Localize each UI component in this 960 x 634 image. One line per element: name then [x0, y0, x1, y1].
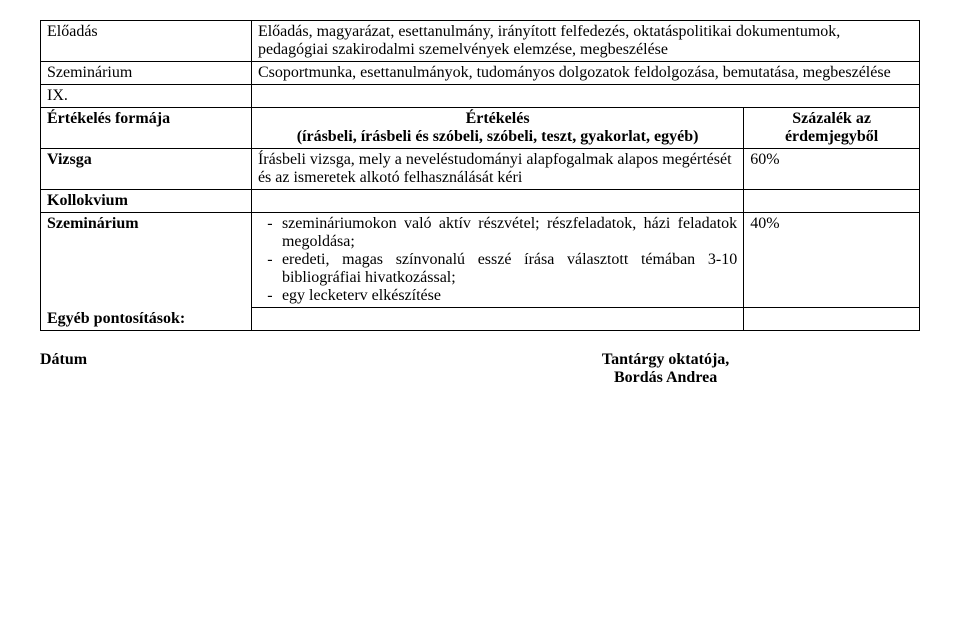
list-text: eredeti, magas színvonalú esszé írása vá…: [282, 251, 737, 287]
dash-icon: -: [258, 251, 282, 269]
szeminarium-list: - szemináriumokon való aktív részvétel; …: [258, 215, 737, 305]
row-label-ertekeles-formaja: Értékelés formája: [41, 108, 252, 149]
row-desc-ix: [251, 85, 919, 108]
row-label-eloadas: Előadás: [41, 21, 252, 62]
table-row: Szeminárium Csoportmunka, esettanulmányo…: [41, 62, 920, 85]
footer-instructor: Tantárgy oktatója, Bordás Andrea: [251, 351, 920, 387]
table-row: Vizsga Írásbeli vizsga, mely a neveléstu…: [41, 149, 920, 190]
szazalek-line1: Százalék az: [792, 110, 871, 127]
row-desc-vizsga: Írásbeli vizsga, mely a neveléstudományi…: [251, 149, 743, 190]
list-text: szemináriumokon való aktív részvétel; ré…: [282, 215, 737, 251]
row-desc-eloadas: Előadás, magyarázat, esettanulmány, irán…: [251, 21, 919, 62]
row-label-egyeb: Egyéb pontosítások:: [41, 308, 252, 331]
szazalek-line2: érdemjegyből: [785, 128, 878, 145]
dash-icon: -: [258, 287, 282, 305]
row-pct-szeminarium2: 40%: [744, 213, 920, 308]
table-row: Értékelés formája Értékelés (írásbeli, í…: [41, 108, 920, 149]
row-desc-egyeb: [251, 308, 743, 331]
instructor-line2: Bordás Andrea: [614, 369, 717, 386]
course-table: Előadás Előadás, magyarázat, esettanulmá…: [40, 20, 920, 331]
instructor-line1: Tantárgy oktatója,: [602, 351, 729, 368]
row-label-vizsga: Vizsga: [41, 149, 252, 190]
list-item: - szemináriumokon való aktív részvétel; …: [258, 215, 737, 251]
row-label-szeminarium1: Szeminárium: [41, 62, 252, 85]
row-desc-szeminarium2: - szemináriumokon való aktív részvétel; …: [251, 213, 743, 308]
ertekeles-title: Értékelés: [466, 110, 530, 127]
footer: Dátum Tantárgy oktatója, Bordás Andrea: [40, 351, 920, 387]
dash-icon: -: [258, 215, 282, 233]
list-text: egy lecketerv elkészítése: [282, 287, 737, 305]
list-item: - egy lecketerv elkészítése: [258, 287, 737, 305]
row-mid-ertekeles: Értékelés (írásbeli, írásbeli és szóbeli…: [251, 108, 743, 149]
row-right-szazalek: Százalék az érdemjegyből: [744, 108, 920, 149]
table-row: Egyéb pontosítások:: [41, 308, 920, 331]
table-row: Kollokvium: [41, 190, 920, 213]
table-row: IX.: [41, 85, 920, 108]
row-desc-szeminarium1: Csoportmunka, esettanulmányok, tudományo…: [251, 62, 919, 85]
list-item: - eredeti, magas színvonalú esszé írása …: [258, 251, 737, 287]
row-label-ix: IX.: [41, 85, 252, 108]
row-label-kollokvium: Kollokvium: [41, 190, 252, 213]
row-pct-vizsga: 60%: [744, 149, 920, 190]
row-label-szeminarium2: Szeminárium: [41, 213, 252, 308]
ertekeles-sub: (írásbeli, írásbeli és szóbeli, szóbeli,…: [297, 128, 699, 145]
row-desc-kollokvium: [251, 190, 743, 213]
footer-date: Dátum: [40, 351, 251, 387]
table-row: Szeminárium - szemináriumokon való aktív…: [41, 213, 920, 308]
row-pct-kollokvium: [744, 190, 920, 213]
table-row: Előadás Előadás, magyarázat, esettanulmá…: [41, 21, 920, 62]
row-pct-egyeb: [744, 308, 920, 331]
